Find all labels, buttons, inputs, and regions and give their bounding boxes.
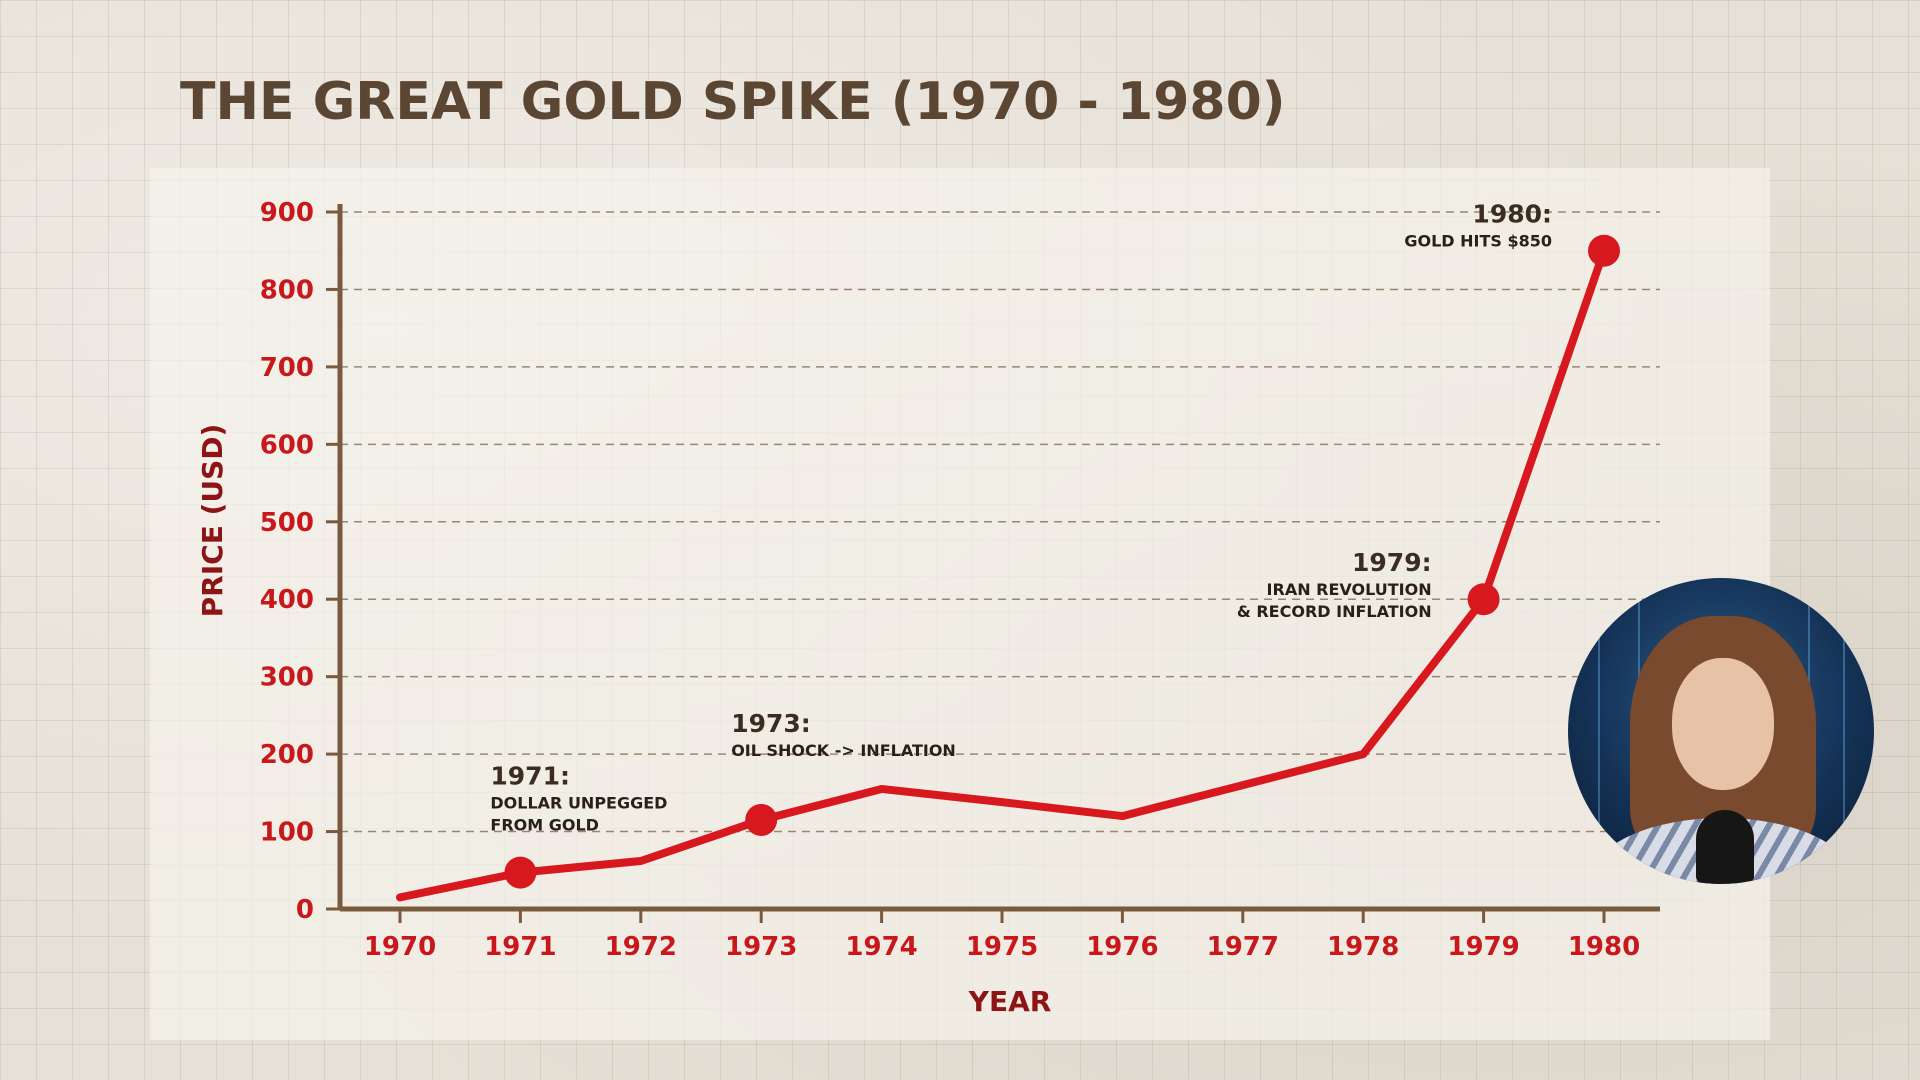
- y-tick-label: 800: [260, 275, 314, 305]
- marker-1973: [745, 803, 778, 836]
- y-axis-title: PRICE (USD): [196, 424, 229, 618]
- annotation-heading: 1971:: [490, 762, 570, 791]
- annotation-1971: 1971: DOLLAR UNPEGGED FROM GOLD: [490, 762, 667, 835]
- presenter-face: [1672, 658, 1774, 790]
- y-tick-label: 700: [260, 353, 314, 383]
- x-tick-label: 1974: [845, 932, 917, 962]
- y-tick-label: 300: [260, 663, 314, 693]
- marker-1979: [1467, 583, 1500, 616]
- y-axis-ticks: 0 100 200 300 400 500 600 700 800 900: [260, 198, 340, 925]
- annotation-text: GOLD HITS $850: [1404, 232, 1552, 251]
- x-tick-label: 1978: [1327, 932, 1399, 962]
- x-tick-label: 1980: [1568, 932, 1640, 962]
- x-tick-label: 1976: [1086, 932, 1158, 962]
- x-tick-label: 1972: [605, 932, 677, 962]
- annotation-text: FROM GOLD: [490, 816, 599, 835]
- annotation-text: & RECORD INFLATION: [1237, 602, 1432, 621]
- annotation-text: DOLLAR UNPEGGED: [490, 794, 667, 813]
- annotation-heading: 1973:: [731, 709, 811, 738]
- page-title: THE GREAT GOLD SPIKE (1970 - 1980): [180, 72, 1286, 132]
- y-tick-label: 100: [260, 818, 314, 848]
- x-tick-label: 1971: [484, 932, 556, 962]
- microphone-icon: [1696, 810, 1754, 884]
- annotation-text: IRAN REVOLUTION: [1267, 580, 1432, 599]
- x-tick-label: 1975: [966, 932, 1038, 962]
- gridlines: [340, 211, 1660, 833]
- x-tick-label: 1973: [725, 932, 797, 962]
- y-tick-label: 900: [260, 198, 314, 228]
- x-tick-label: 1979: [1447, 932, 1519, 962]
- event-markers: [504, 234, 1620, 889]
- annotation-1973: 1973: OIL SHOCK -> INFLATION: [731, 709, 956, 760]
- annotation-1980: 1980: GOLD HITS $850: [1404, 200, 1552, 251]
- annotation-heading: 1979:: [1352, 548, 1432, 577]
- annotation-heading: 1980:: [1472, 200, 1552, 229]
- x-axis-ticks: 1970 1971 1972 1973 1974 1975 1976 1977 1978 1979…: [364, 909, 1640, 962]
- y-tick-label: 0: [296, 895, 314, 925]
- x-axis-title: YEAR: [968, 985, 1052, 1018]
- x-tick-label: 1970: [364, 932, 436, 962]
- y-tick-label: 400: [260, 585, 314, 615]
- event-annotations: 1971: DOLLAR UNPEGGED FROM GOLD 1973: OIL SH…: [490, 200, 1552, 835]
- marker-1971: [504, 856, 537, 889]
- x-tick-label: 1977: [1207, 932, 1279, 962]
- marker-1980: [1588, 234, 1620, 267]
- y-tick-label: 500: [260, 508, 314, 538]
- price-line: [396, 246, 1608, 902]
- y-tick-label: 600: [260, 430, 314, 460]
- annotation-text: OIL SHOCK -> INFLATION: [731, 741, 956, 760]
- y-tick-label: 200: [260, 740, 314, 770]
- presenter-webcam: [1568, 578, 1874, 884]
- annotation-1979: 1979: IRAN REVOLUTION & RECORD INFLATION: [1237, 548, 1432, 621]
